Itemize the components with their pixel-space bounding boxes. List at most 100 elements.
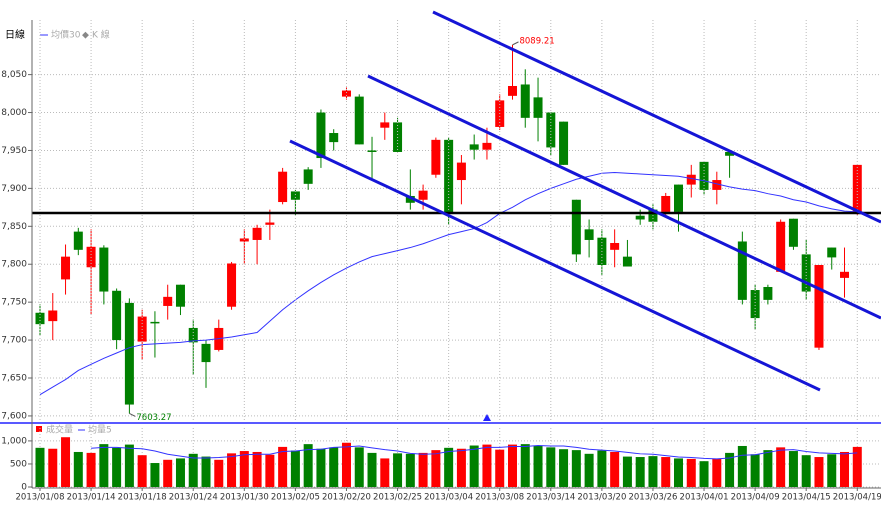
y-tick-label: 7,950 (1, 146, 27, 156)
candle-body (533, 97, 543, 118)
candle-body (61, 256, 71, 280)
legend-swatch: ◆ (82, 31, 89, 41)
candle-body (380, 122, 390, 128)
volume-bar (431, 450, 441, 487)
volume-bar (444, 447, 454, 487)
x-tick-label: 2013/01/24 (169, 493, 218, 503)
y-tick-label: 8,050 (1, 70, 27, 80)
candle-body (124, 302, 134, 405)
candle-body (316, 112, 326, 159)
trend-line (289, 139, 821, 392)
candle-body (99, 247, 109, 292)
volume-bar (35, 447, 45, 487)
marker (483, 414, 491, 421)
candle-body (840, 271, 850, 278)
volume-bar (278, 446, 288, 487)
volume-bar (750, 454, 760, 487)
candle-body (290, 191, 300, 200)
candle-body (431, 139, 441, 175)
volume-bar (354, 447, 364, 487)
legend-label: 成交量 (46, 424, 73, 436)
x-tick-label: 2013/04/01 (680, 493, 729, 503)
volume-bar (150, 463, 160, 487)
volume-bar (533, 445, 543, 487)
candle-body (163, 296, 173, 306)
volume-bar (661, 457, 671, 487)
candle-body (418, 190, 428, 200)
volume-bar (265, 454, 275, 487)
volume-bar (341, 442, 351, 487)
volume-ma-line (91, 445, 858, 460)
volume-bar (495, 449, 505, 487)
volume-bar (48, 448, 58, 487)
y-tick-label: 500 (10, 459, 27, 469)
candle-body (763, 286, 773, 300)
candle-body (405, 195, 415, 203)
volume-bar (648, 456, 658, 487)
volume-bar (699, 461, 709, 487)
volume-bar (418, 452, 428, 487)
x-tick-label: 2013/03/08 (475, 493, 524, 503)
volume-bar (776, 447, 786, 487)
x-tick-label: 2013/04/15 (782, 493, 831, 503)
candle-body (635, 215, 645, 220)
volume-bar (788, 451, 798, 487)
x-tick-label: 2013/01/30 (220, 493, 269, 503)
volume-bar (469, 445, 479, 487)
volume-bar (686, 458, 696, 487)
volume-bar (290, 450, 300, 487)
candle-body (571, 199, 581, 255)
volume-bar (840, 451, 850, 487)
y-tick-label: 7,800 (1, 260, 27, 270)
legend-label: 均價30 (51, 29, 81, 41)
volume-bar (520, 444, 530, 487)
volume-bar (546, 447, 556, 487)
volume-bar (559, 449, 569, 487)
plot-area: 7,600 7,650 7,700 7,750 7,800 7,850 7,900 7,950… (1, 20, 881, 503)
candle-body (559, 121, 569, 165)
volume-bar (175, 458, 185, 487)
volume-bar (674, 458, 683, 487)
candle-body (48, 310, 58, 322)
candle-body (814, 264, 824, 348)
volume-bar (329, 447, 339, 487)
annotation-leader (512, 41, 519, 46)
candle-body (712, 180, 722, 190)
candle-body (265, 222, 275, 225)
volume-bar (763, 450, 773, 487)
candle-body (175, 284, 185, 307)
volume-bar (712, 458, 722, 487)
volume-bar (252, 451, 262, 487)
legend-swatch (36, 426, 42, 432)
x-tick-label: 2013/03/04 (424, 493, 473, 503)
volume-bar (814, 457, 824, 487)
volume-bar (124, 444, 134, 487)
volume-bar (201, 456, 211, 487)
trend-line (367, 74, 881, 320)
volume-bar (507, 444, 517, 487)
volume-bar (214, 459, 224, 487)
y-tick-label: 7,750 (1, 298, 27, 308)
volume-bar (73, 451, 83, 487)
candle-body (227, 263, 237, 307)
y-tick-label: 7,600 (1, 411, 27, 421)
legend-label: 均量5 (88, 424, 112, 436)
candle-body (252, 227, 262, 240)
candle-body (610, 242, 620, 250)
volume-bar (827, 454, 837, 487)
candle-body (546, 112, 556, 148)
legend-label: K 線 (92, 29, 110, 41)
volume-bar (737, 445, 747, 487)
candle-body (776, 221, 786, 272)
candle-body (788, 218, 798, 247)
x-tick-label: 2013/01/18 (118, 493, 167, 503)
candle-body (35, 312, 45, 325)
y-tick-label: 7,700 (1, 336, 27, 346)
candle-body (341, 90, 351, 97)
volume-bar (367, 452, 377, 487)
candle-body (725, 151, 735, 156)
volume-bar (584, 453, 594, 487)
x-tick-label: 2013/03/26 (628, 493, 677, 503)
x-tick-label: 2013/02/20 (322, 493, 371, 503)
